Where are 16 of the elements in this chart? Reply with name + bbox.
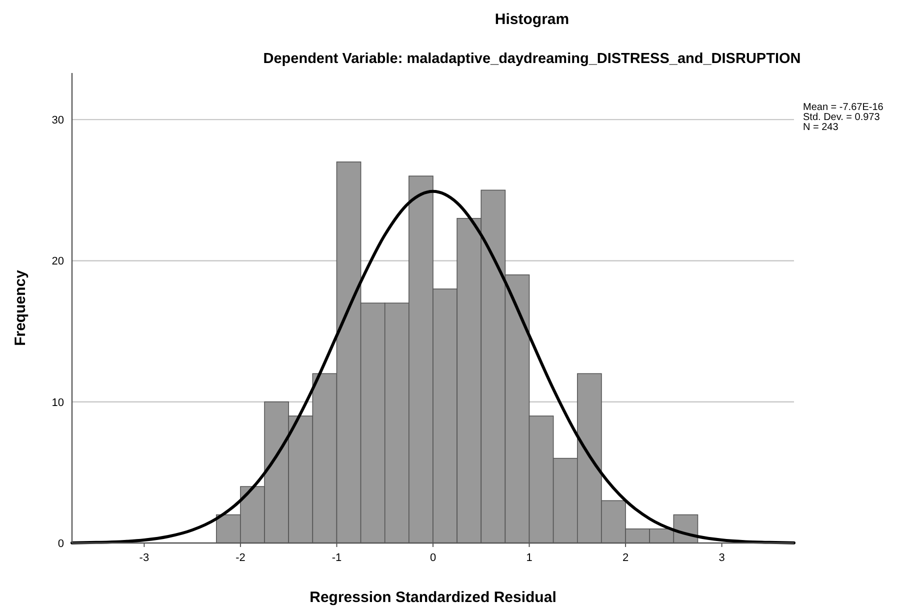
x-tick-label: 1 bbox=[526, 552, 532, 564]
x-tick-label: 2 bbox=[622, 552, 629, 564]
x-tick-label: 3 bbox=[718, 552, 725, 564]
y-tick-label: 30 bbox=[52, 114, 64, 127]
y-tick-label: 20 bbox=[52, 256, 64, 268]
chart-subtitle: Dependent Variable: maladaptive_daydreaming_DISTRESS_and_DISRUPTION bbox=[263, 51, 801, 67]
chart-title: Histogram bbox=[494, 11, 570, 28]
text: Mean = -7.67E-16 Std. Dev. = 0.973 N = 243 bbox=[803, 102, 884, 133]
y-tick-label: 10 bbox=[52, 396, 64, 409]
y-tick-label: 0 bbox=[58, 538, 64, 550]
x-tick-label: -2 bbox=[236, 552, 246, 564]
x-axis-title: Regression Standardized Residual bbox=[310, 589, 556, 606]
x-tick-label: 0 bbox=[430, 552, 436, 564]
x-tick-label: -1 bbox=[332, 552, 342, 564]
x-tick-label: -3 bbox=[139, 552, 150, 564]
y-axis-title: Frequency bbox=[12, 269, 29, 346]
